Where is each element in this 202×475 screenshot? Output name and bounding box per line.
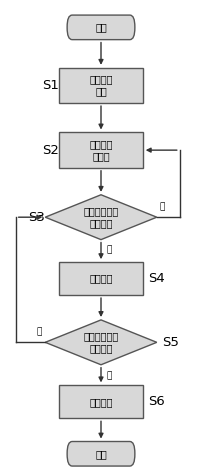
Bar	[59, 385, 143, 418]
Text: 否: 否	[160, 202, 165, 211]
FancyBboxPatch shape	[67, 15, 135, 39]
Text: 系统上电
自检: 系统上电 自检	[89, 75, 113, 96]
Text: 数据上传: 数据上传	[89, 274, 113, 284]
Polygon shape	[45, 195, 157, 239]
Text: 判断是否进行
数据传输: 判断是否进行 数据传输	[83, 207, 119, 228]
Text: 数据采集
和记录: 数据采集 和记录	[89, 139, 113, 161]
Bar	[59, 262, 143, 295]
Text: 是: 是	[106, 246, 112, 255]
Text: S3: S3	[28, 211, 45, 224]
Text: 开始: 开始	[95, 22, 107, 32]
Text: S6: S6	[148, 395, 165, 408]
Text: S4: S4	[148, 272, 165, 285]
Bar	[59, 68, 143, 103]
Text: S5: S5	[162, 336, 179, 349]
Text: 判断数据收集
是否结束: 判断数据收集 是否结束	[83, 332, 119, 353]
Text: S1: S1	[42, 79, 59, 92]
Text: 结束: 结束	[95, 449, 107, 459]
Polygon shape	[45, 320, 157, 365]
Text: 否: 否	[37, 328, 42, 337]
Text: 是: 是	[106, 371, 112, 380]
Bar	[59, 133, 143, 168]
Text: S2: S2	[42, 143, 59, 157]
FancyBboxPatch shape	[67, 441, 135, 466]
Text: 数据分析: 数据分析	[89, 397, 113, 407]
